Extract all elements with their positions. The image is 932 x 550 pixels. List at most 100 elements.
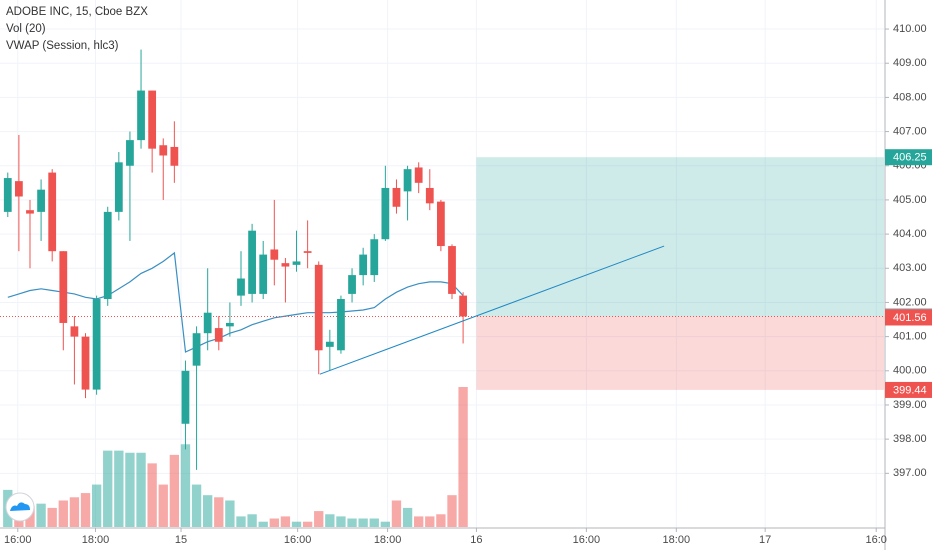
volume-bar — [325, 514, 335, 527]
loss-zone — [476, 316, 884, 390]
candle-body — [3, 178, 12, 212]
volume-bar — [191, 484, 202, 527]
volume-bar — [158, 484, 168, 527]
candle-body — [270, 249, 279, 260]
y-tick-label: 400.00 — [893, 365, 927, 377]
candle-body — [225, 322, 234, 327]
volume-bar — [114, 450, 124, 527]
volume-bar — [214, 497, 224, 527]
volume-bar — [425, 516, 435, 527]
legend-title: ADOBE INC, 15, Cboe BZX — [6, 6, 148, 18]
volume-bar — [347, 518, 357, 527]
volume-bar — [180, 444, 191, 527]
volume-bar — [225, 500, 235, 527]
x-tick-label: 18:00 — [374, 534, 402, 546]
volume-bar — [236, 516, 246, 527]
candle-body — [114, 162, 123, 212]
y-tick-label: 410.00 — [893, 23, 927, 35]
candle-body — [237, 278, 245, 296]
profit-zone — [476, 157, 884, 317]
volume-bar — [91, 484, 102, 527]
candle-body — [137, 90, 145, 141]
volume-bar — [247, 514, 257, 527]
y-tick-label: 397.00 — [893, 467, 927, 479]
volume-bar — [269, 518, 279, 527]
volume-bar — [36, 503, 46, 527]
y-tick-label: 404.00 — [893, 228, 927, 240]
x-tick-label: 16 — [470, 534, 482, 546]
logo[interactable] — [5, 492, 35, 522]
x-tick-label: 16:00 — [4, 534, 32, 546]
candle-body — [437, 201, 445, 247]
candle-body — [170, 146, 179, 166]
candle-body — [414, 167, 423, 183]
volume-bar — [103, 450, 113, 527]
volume-bar — [380, 521, 391, 527]
volume-bar — [258, 521, 268, 527]
x-tick-label: 15 — [175, 534, 187, 546]
volume-bar — [436, 514, 446, 527]
volume-bar — [147, 463, 157, 527]
volume-bar — [80, 493, 91, 527]
volume-bar — [336, 516, 346, 527]
candle-body — [81, 336, 90, 390]
candle-body — [337, 299, 345, 351]
candle-body — [59, 251, 68, 323]
x-tick-label: 17 — [759, 534, 771, 546]
candle-body — [203, 312, 212, 334]
candle-body — [181, 370, 190, 424]
price-label: 406.25 — [893, 152, 927, 164]
volume-bar — [69, 497, 80, 527]
x-tick-label: 18:00 — [663, 534, 691, 546]
y-tick-label: 401.00 — [893, 331, 927, 343]
y-tick-label: 408.00 — [893, 91, 927, 103]
volume-bar — [203, 495, 213, 527]
candle-body — [381, 187, 390, 240]
volume-bar — [47, 507, 57, 527]
x-tick-label: 16:0 — [866, 534, 887, 546]
volume-bar — [58, 500, 68, 527]
candle-body — [192, 333, 201, 366]
volume-bar — [280, 516, 291, 527]
volume-bar — [414, 516, 424, 527]
candle-body — [292, 261, 301, 265]
candle-body — [214, 328, 223, 342]
candle-body — [448, 246, 456, 294]
x-tick-label: 18:00 — [82, 534, 110, 546]
candle-body — [37, 189, 45, 212]
volume-bar — [369, 518, 379, 527]
candle-body — [92, 299, 101, 390]
volume-bar — [136, 452, 146, 527]
volume-bar — [125, 452, 135, 527]
candle-body — [459, 295, 467, 317]
price-label: 399.44 — [893, 384, 927, 396]
y-tick-label: 399.00 — [893, 399, 927, 411]
candle-body — [70, 326, 79, 337]
candle-body — [403, 169, 412, 192]
candle-body — [325, 341, 334, 347]
x-tick-label: 16:00 — [284, 534, 312, 546]
candle-body — [425, 187, 434, 204]
axes: 397.00 398.00 399.00 400.00 401.00 402.00 403.… — [4, 23, 932, 546]
logo-cloud[interactable] — [10, 502, 30, 511]
price-label-bg — [885, 149, 932, 166]
grid — [0, 0, 884, 528]
y-tick-label: 409.00 — [893, 57, 927, 69]
x-tick-label: 16:00 — [573, 534, 601, 546]
volume-bar — [402, 507, 413, 527]
y-tick-label: 398.00 — [893, 433, 927, 445]
vwap-line — [7, 251, 464, 353]
price-label-bg — [885, 309, 932, 326]
volume-bar — [314, 511, 324, 527]
candle-body — [392, 187, 401, 207]
volume-bar — [447, 495, 457, 527]
volume-bar — [169, 454, 180, 527]
volume-bar — [458, 387, 468, 527]
candle-body — [159, 145, 168, 156]
candle-body — [26, 210, 34, 214]
candle-body — [314, 264, 323, 351]
candle-body — [348, 275, 356, 294]
volume-bar — [291, 521, 302, 527]
candle-body — [48, 172, 57, 252]
candle-body — [359, 254, 368, 276]
